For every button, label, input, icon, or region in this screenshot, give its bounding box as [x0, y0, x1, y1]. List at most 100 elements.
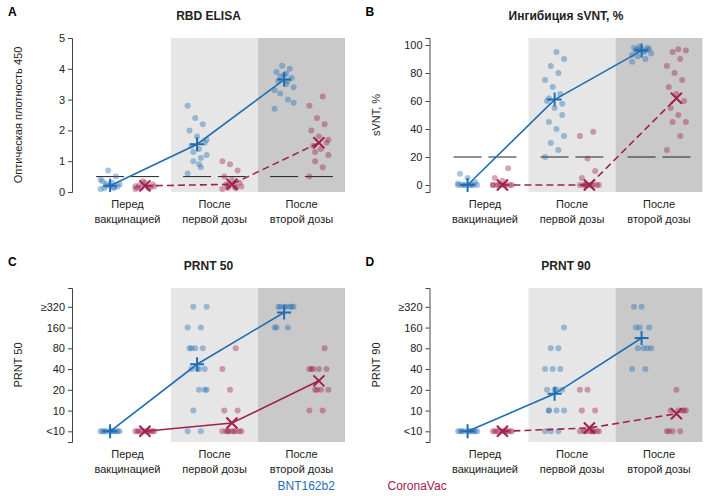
- data-point: [190, 149, 196, 155]
- data-point: [561, 56, 567, 62]
- data-point: [221, 408, 227, 414]
- tick-label: 2: [59, 124, 65, 136]
- x-tick-label-line: второй дозы: [270, 213, 334, 225]
- threshold-line: [454, 157, 482, 158]
- mean-marker: [461, 424, 475, 438]
- panel: <1010204080160≥320ПередвакцинациейПослеп…: [366, 255, 703, 475]
- mean-marker: [226, 418, 237, 429]
- data-point: [235, 167, 241, 173]
- tick-mark: [68, 130, 72, 131]
- x-tick-label: Послевторой дозы: [270, 198, 334, 225]
- tick-mark: [426, 411, 430, 412]
- phase-band: [529, 288, 616, 442]
- tick-label: 80: [53, 342, 65, 354]
- x-tick-label: Послепервой дозы: [540, 198, 605, 225]
- plot-area: [96, 63, 333, 192]
- tick-mark: [426, 73, 430, 74]
- data-point: [316, 134, 322, 140]
- data-point: [544, 387, 550, 393]
- mean-marker: [497, 426, 508, 437]
- data-point: [275, 304, 281, 310]
- mean-marker: [548, 387, 562, 401]
- tick-mark: [426, 307, 430, 308]
- data-point: [325, 152, 331, 158]
- data-point: [200, 121, 206, 127]
- panel: 012345ПередвакцинациейПослепервой дозыПо…: [8, 5, 345, 225]
- data-point: [306, 408, 312, 414]
- mean-marker: [277, 305, 291, 319]
- tick-mark: [426, 129, 430, 130]
- mean-marker: [671, 93, 682, 104]
- data-point: [227, 387, 233, 393]
- data-point: [637, 325, 643, 331]
- tick-label: 4: [59, 63, 65, 75]
- data-point: [550, 366, 556, 372]
- y-axis: 020406080100: [404, 39, 430, 193]
- data-point: [200, 345, 206, 351]
- data-point: [325, 387, 331, 393]
- tick-mark: [68, 100, 72, 101]
- axis-line: [426, 289, 431, 443]
- data-point: [546, 408, 552, 414]
- phase-band: [171, 38, 258, 192]
- x-tick-label-line: вакцинацией: [452, 213, 518, 225]
- data-point: [198, 155, 204, 161]
- data-point: [274, 69, 280, 75]
- data-point: [548, 345, 554, 351]
- data-point: [198, 325, 204, 331]
- data-point: [185, 428, 191, 434]
- data-point: [291, 84, 297, 90]
- mean-marker: [635, 331, 649, 345]
- panel-letter: C: [8, 255, 17, 269]
- tick-mark: [68, 69, 72, 70]
- mean-marker: [635, 44, 649, 58]
- x-tick-label-line: второй дозы: [270, 463, 334, 475]
- y-tick: 20: [410, 384, 429, 396]
- tick-mark: [426, 328, 430, 329]
- data-point: [561, 133, 567, 139]
- tick-label: 60: [410, 95, 422, 107]
- data-point: [492, 428, 498, 434]
- y-tick: 160: [404, 322, 429, 334]
- data-point: [308, 127, 314, 133]
- data-point: [629, 366, 635, 372]
- data-point: [314, 115, 320, 121]
- data-point: [237, 428, 243, 434]
- data-point: [561, 408, 567, 414]
- mean-marker: [461, 178, 475, 192]
- data-point: [546, 119, 552, 125]
- tick-mark: [426, 390, 430, 391]
- mean-marker: [139, 426, 150, 437]
- data-point: [670, 119, 676, 125]
- mean-marker: [226, 179, 237, 190]
- data-point: [325, 137, 331, 143]
- x-tick-label-line: Перед: [469, 198, 502, 210]
- y-tick: 5: [59, 32, 72, 44]
- data-point: [490, 182, 496, 188]
- tick-mark: [68, 431, 72, 432]
- data-point: [559, 101, 565, 107]
- data-point: [561, 325, 567, 331]
- data-point: [225, 428, 231, 434]
- x-tick-label-line: второй дозы: [627, 463, 691, 475]
- x-tick-label: Послепервой дозы: [182, 198, 247, 225]
- phase-band: [258, 38, 345, 192]
- phase-band: [529, 38, 616, 192]
- x-tick-label-line: После: [198, 448, 230, 460]
- tick-mark: [68, 348, 72, 349]
- data-point: [548, 140, 554, 146]
- data-point: [639, 304, 645, 310]
- tick-mark: [68, 38, 72, 39]
- data-point: [666, 428, 672, 434]
- data-point: [272, 106, 278, 112]
- plot-area: [454, 43, 691, 192]
- y-tick: 0: [59, 186, 72, 198]
- mean-marker: [277, 73, 291, 87]
- y-tick: 40: [53, 363, 72, 375]
- axis-line: [68, 289, 73, 443]
- tick-label: 10: [410, 405, 422, 417]
- tick-label: <10: [404, 425, 423, 437]
- data-point: [677, 133, 683, 139]
- x-tick-label-line: После: [556, 448, 588, 460]
- y-axis-title: Оптическая плотность 450: [12, 47, 24, 184]
